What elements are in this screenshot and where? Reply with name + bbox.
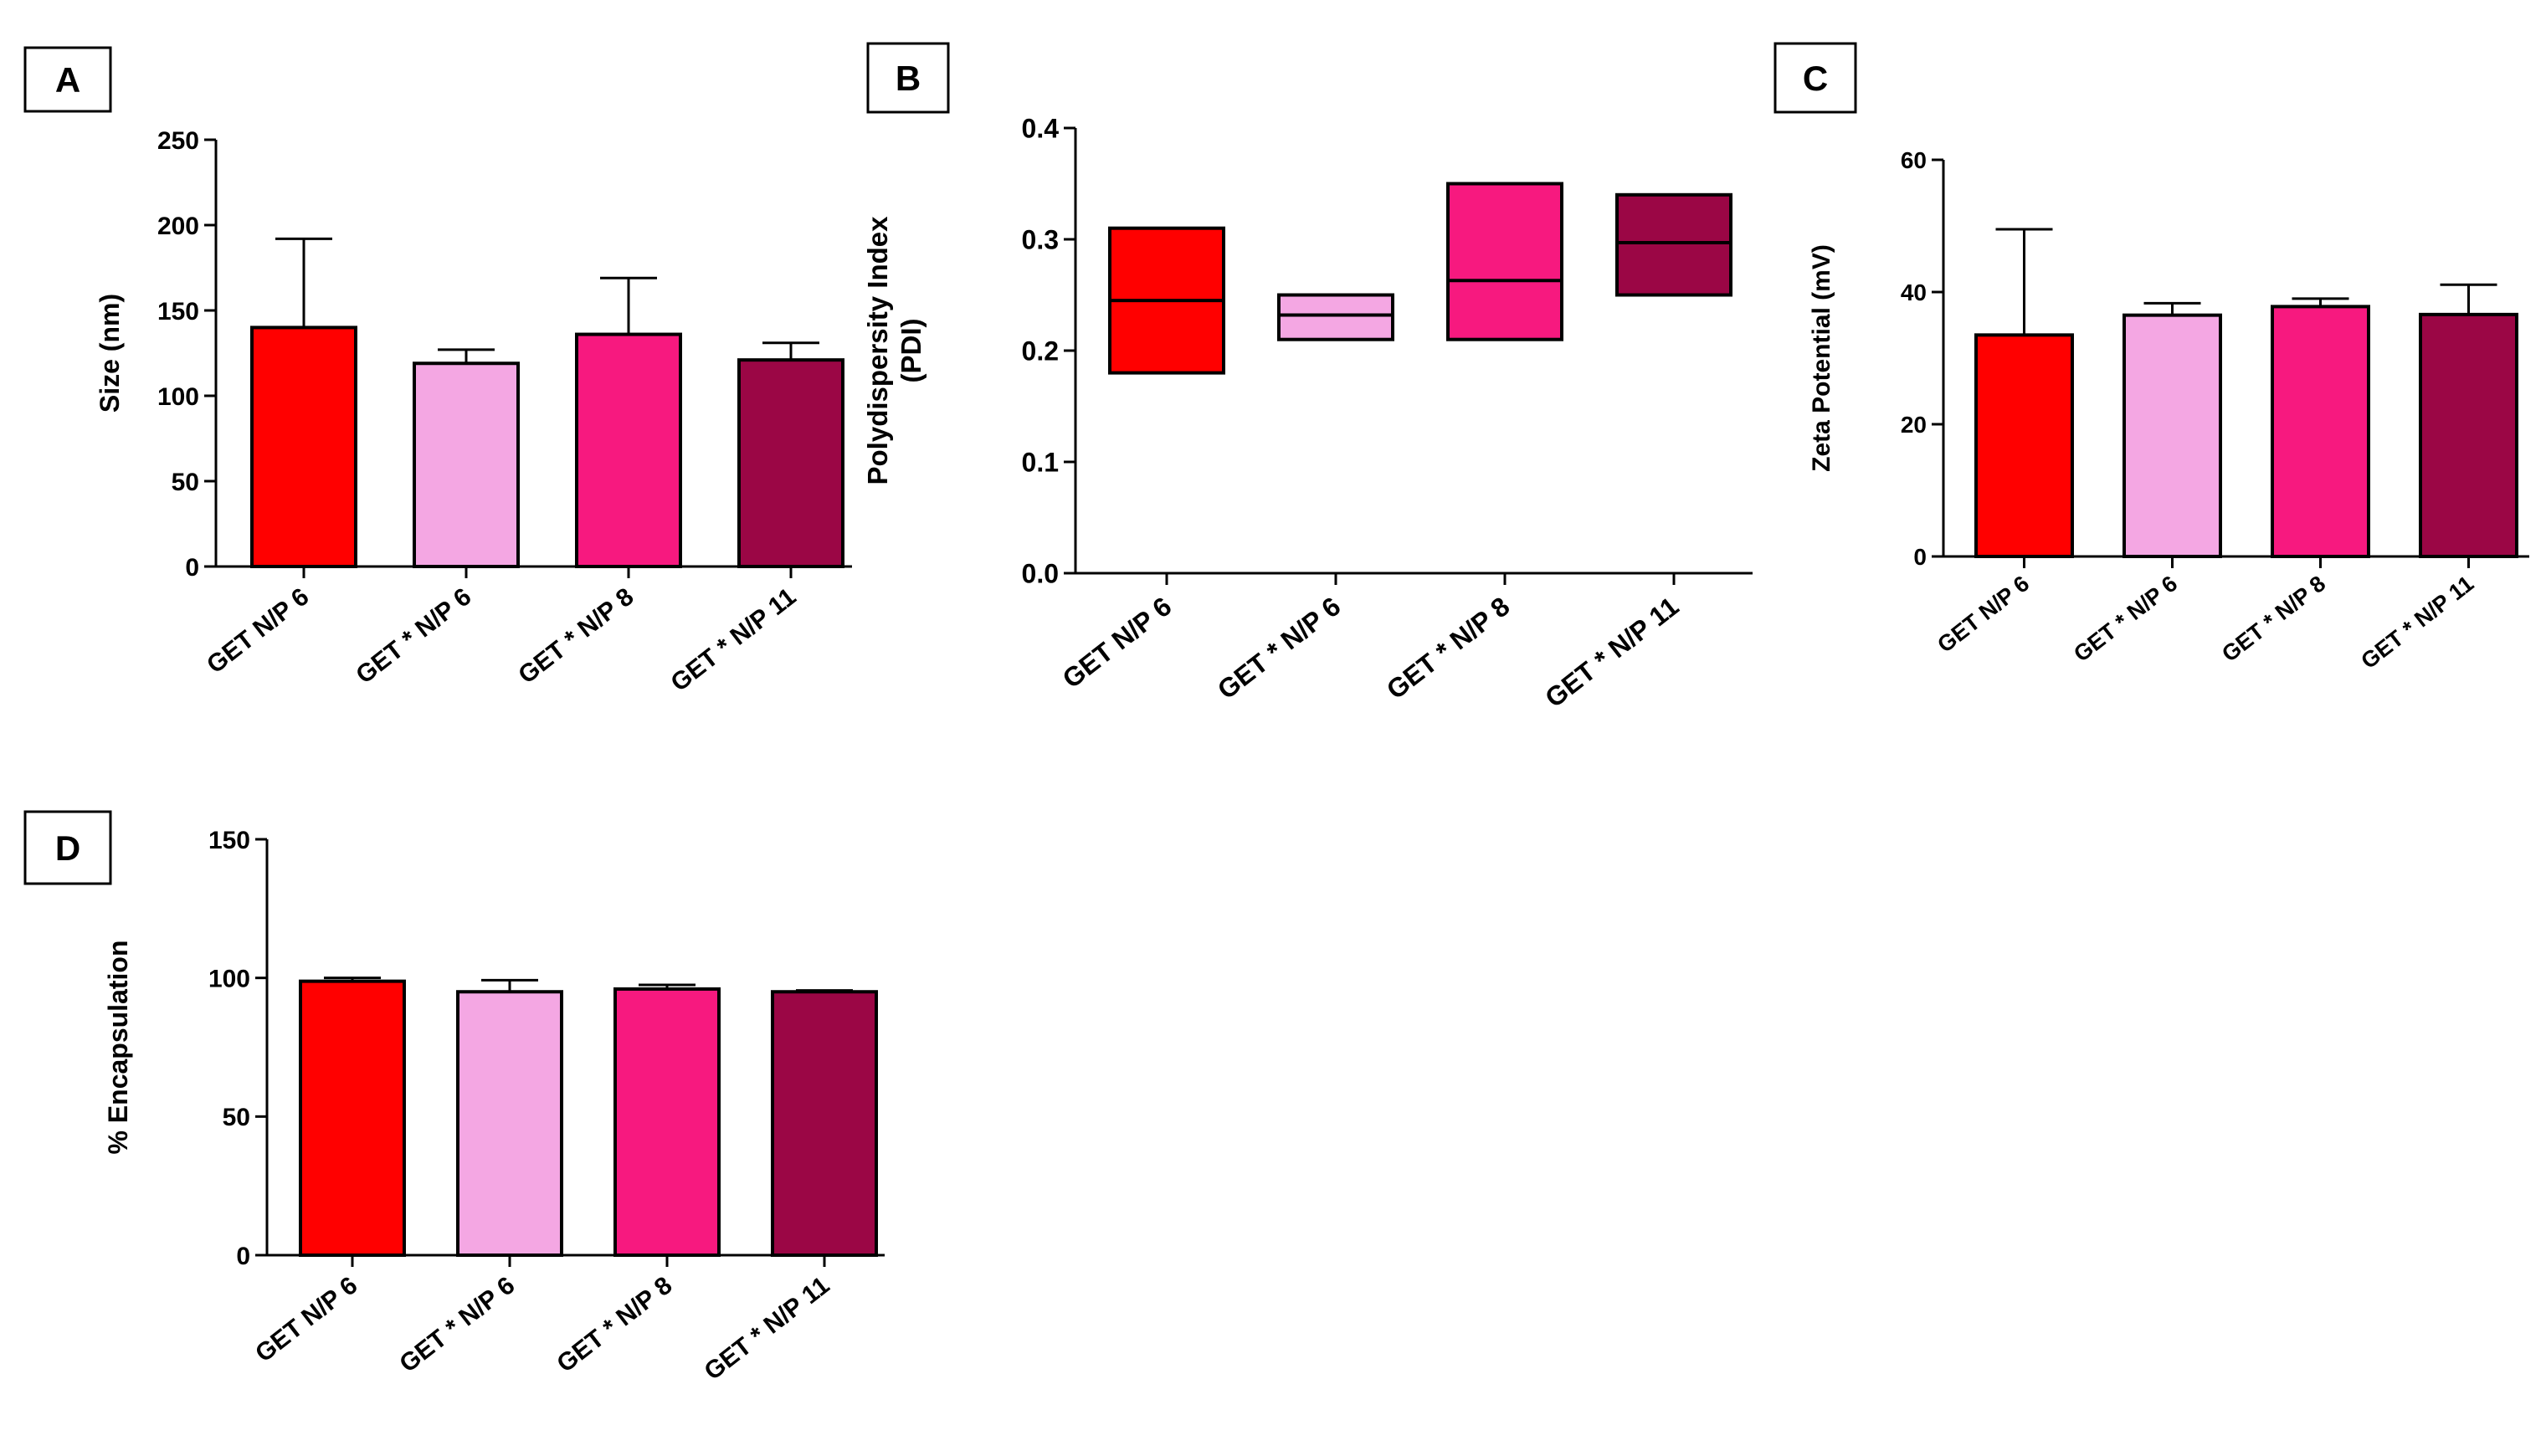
- x-tick-label: GET * N/P 6: [2069, 571, 2182, 667]
- x-tick-label: GET * N/P 8: [2217, 571, 2330, 667]
- y-tick-label: 40: [1901, 279, 1927, 305]
- panel-badge-box: [23, 46, 112, 113]
- y-tick-label: 0.0: [1022, 559, 1059, 589]
- y-tick-label: 50: [223, 1104, 250, 1131]
- bar: [2419, 312, 2518, 558]
- x-tick-label: GET N/P 6: [250, 1272, 362, 1368]
- bar: [2271, 305, 2370, 558]
- y-tick-label: 150: [208, 827, 250, 854]
- bar: [250, 326, 357, 568]
- bar: [575, 332, 682, 568]
- box: [1615, 192, 1732, 297]
- y-axis-label: % Encapsulation: [103, 940, 133, 1154]
- panel-badge-box: [866, 42, 950, 114]
- panel-badge-box: [1773, 42, 1857, 114]
- y-tick-label: 60: [1901, 147, 1927, 173]
- y-tick-label: 20: [1901, 412, 1927, 438]
- x-tick-label: GET N/P 6: [202, 583, 314, 679]
- panel-badge-box: [23, 810, 112, 885]
- bar: [413, 361, 520, 568]
- y-tick-label: 250: [157, 127, 199, 155]
- x-tick-label: GET * N/P 6: [1212, 591, 1346, 705]
- y-tick-label: 0.4: [1022, 114, 1060, 144]
- x-tick-label: GET * N/P 8: [1381, 591, 1515, 705]
- y-tick-label: 100: [157, 383, 199, 411]
- panel-a: A 0 50 100 150 200 250 Size (nm) GET N/P 6 GET * …: [23, 46, 852, 698]
- y-tick-label: 0: [236, 1243, 250, 1270]
- y-tick-label: 0: [1913, 544, 1927, 570]
- x-tick-label: GET * N/P 11: [1539, 591, 1684, 713]
- panel-d: D 0 50 100 150 % Encapsulation GET N/P 6 GET * …: [23, 810, 885, 1387]
- panel-letter: D: [55, 828, 80, 868]
- panel-c: C 0 20 40 60 Zeta Potential (mV) GET N/P 6 GET …: [1773, 42, 2529, 674]
- y-tick-label: 0.1: [1022, 448, 1059, 478]
- y-tick-label: 150: [157, 298, 199, 326]
- x-tick-label: GET * N/P 8: [513, 583, 639, 690]
- bar: [456, 990, 563, 1257]
- panel-letter: B: [896, 59, 921, 98]
- x-tick-label: GET * N/P 11: [2356, 571, 2478, 674]
- x-tick-label: GET * N/P 6: [351, 583, 476, 690]
- panel-letter: A: [55, 60, 80, 100]
- panel-letter: C: [1803, 59, 1828, 98]
- box: [1277, 293, 1394, 341]
- box: [1446, 182, 1563, 341]
- panel-b: B 0.0 0.1 0.2 0.3 0.4 Polydispersity Index (PDI…: [862, 42, 1753, 713]
- x-tick-label: GET N/P 6: [1933, 571, 2034, 658]
- y-tick-label: 0: [185, 554, 199, 582]
- bar: [299, 979, 406, 1258]
- bar: [613, 987, 721, 1258]
- x-tick-label: GET N/P 6: [1057, 591, 1178, 694]
- y-tick-label: 100: [208, 965, 250, 992]
- y-axis-label: Polydispersity Index: [862, 216, 893, 485]
- x-tick-label: GET * N/P 11: [666, 583, 802, 698]
- bar: [771, 990, 878, 1257]
- bar: [2123, 313, 2222, 558]
- y-tick-label: 0.3: [1022, 225, 1059, 255]
- y-tick-label: 0.2: [1022, 336, 1059, 367]
- x-tick-label: GET * N/P 11: [700, 1272, 835, 1387]
- y-axis-label: Zeta Potential (mV): [1808, 244, 1835, 472]
- x-tick-label: GET * N/P 6: [394, 1272, 520, 1378]
- bar: [737, 358, 844, 568]
- bar: [1974, 333, 2074, 558]
- y-axis-label: (PDI): [896, 319, 927, 383]
- x-tick-label: GET * N/P 8: [552, 1272, 677, 1378]
- y-tick-label: 200: [157, 213, 199, 240]
- y-tick-label: 50: [172, 469, 199, 496]
- y-axis-label: Size (nm): [95, 294, 125, 413]
